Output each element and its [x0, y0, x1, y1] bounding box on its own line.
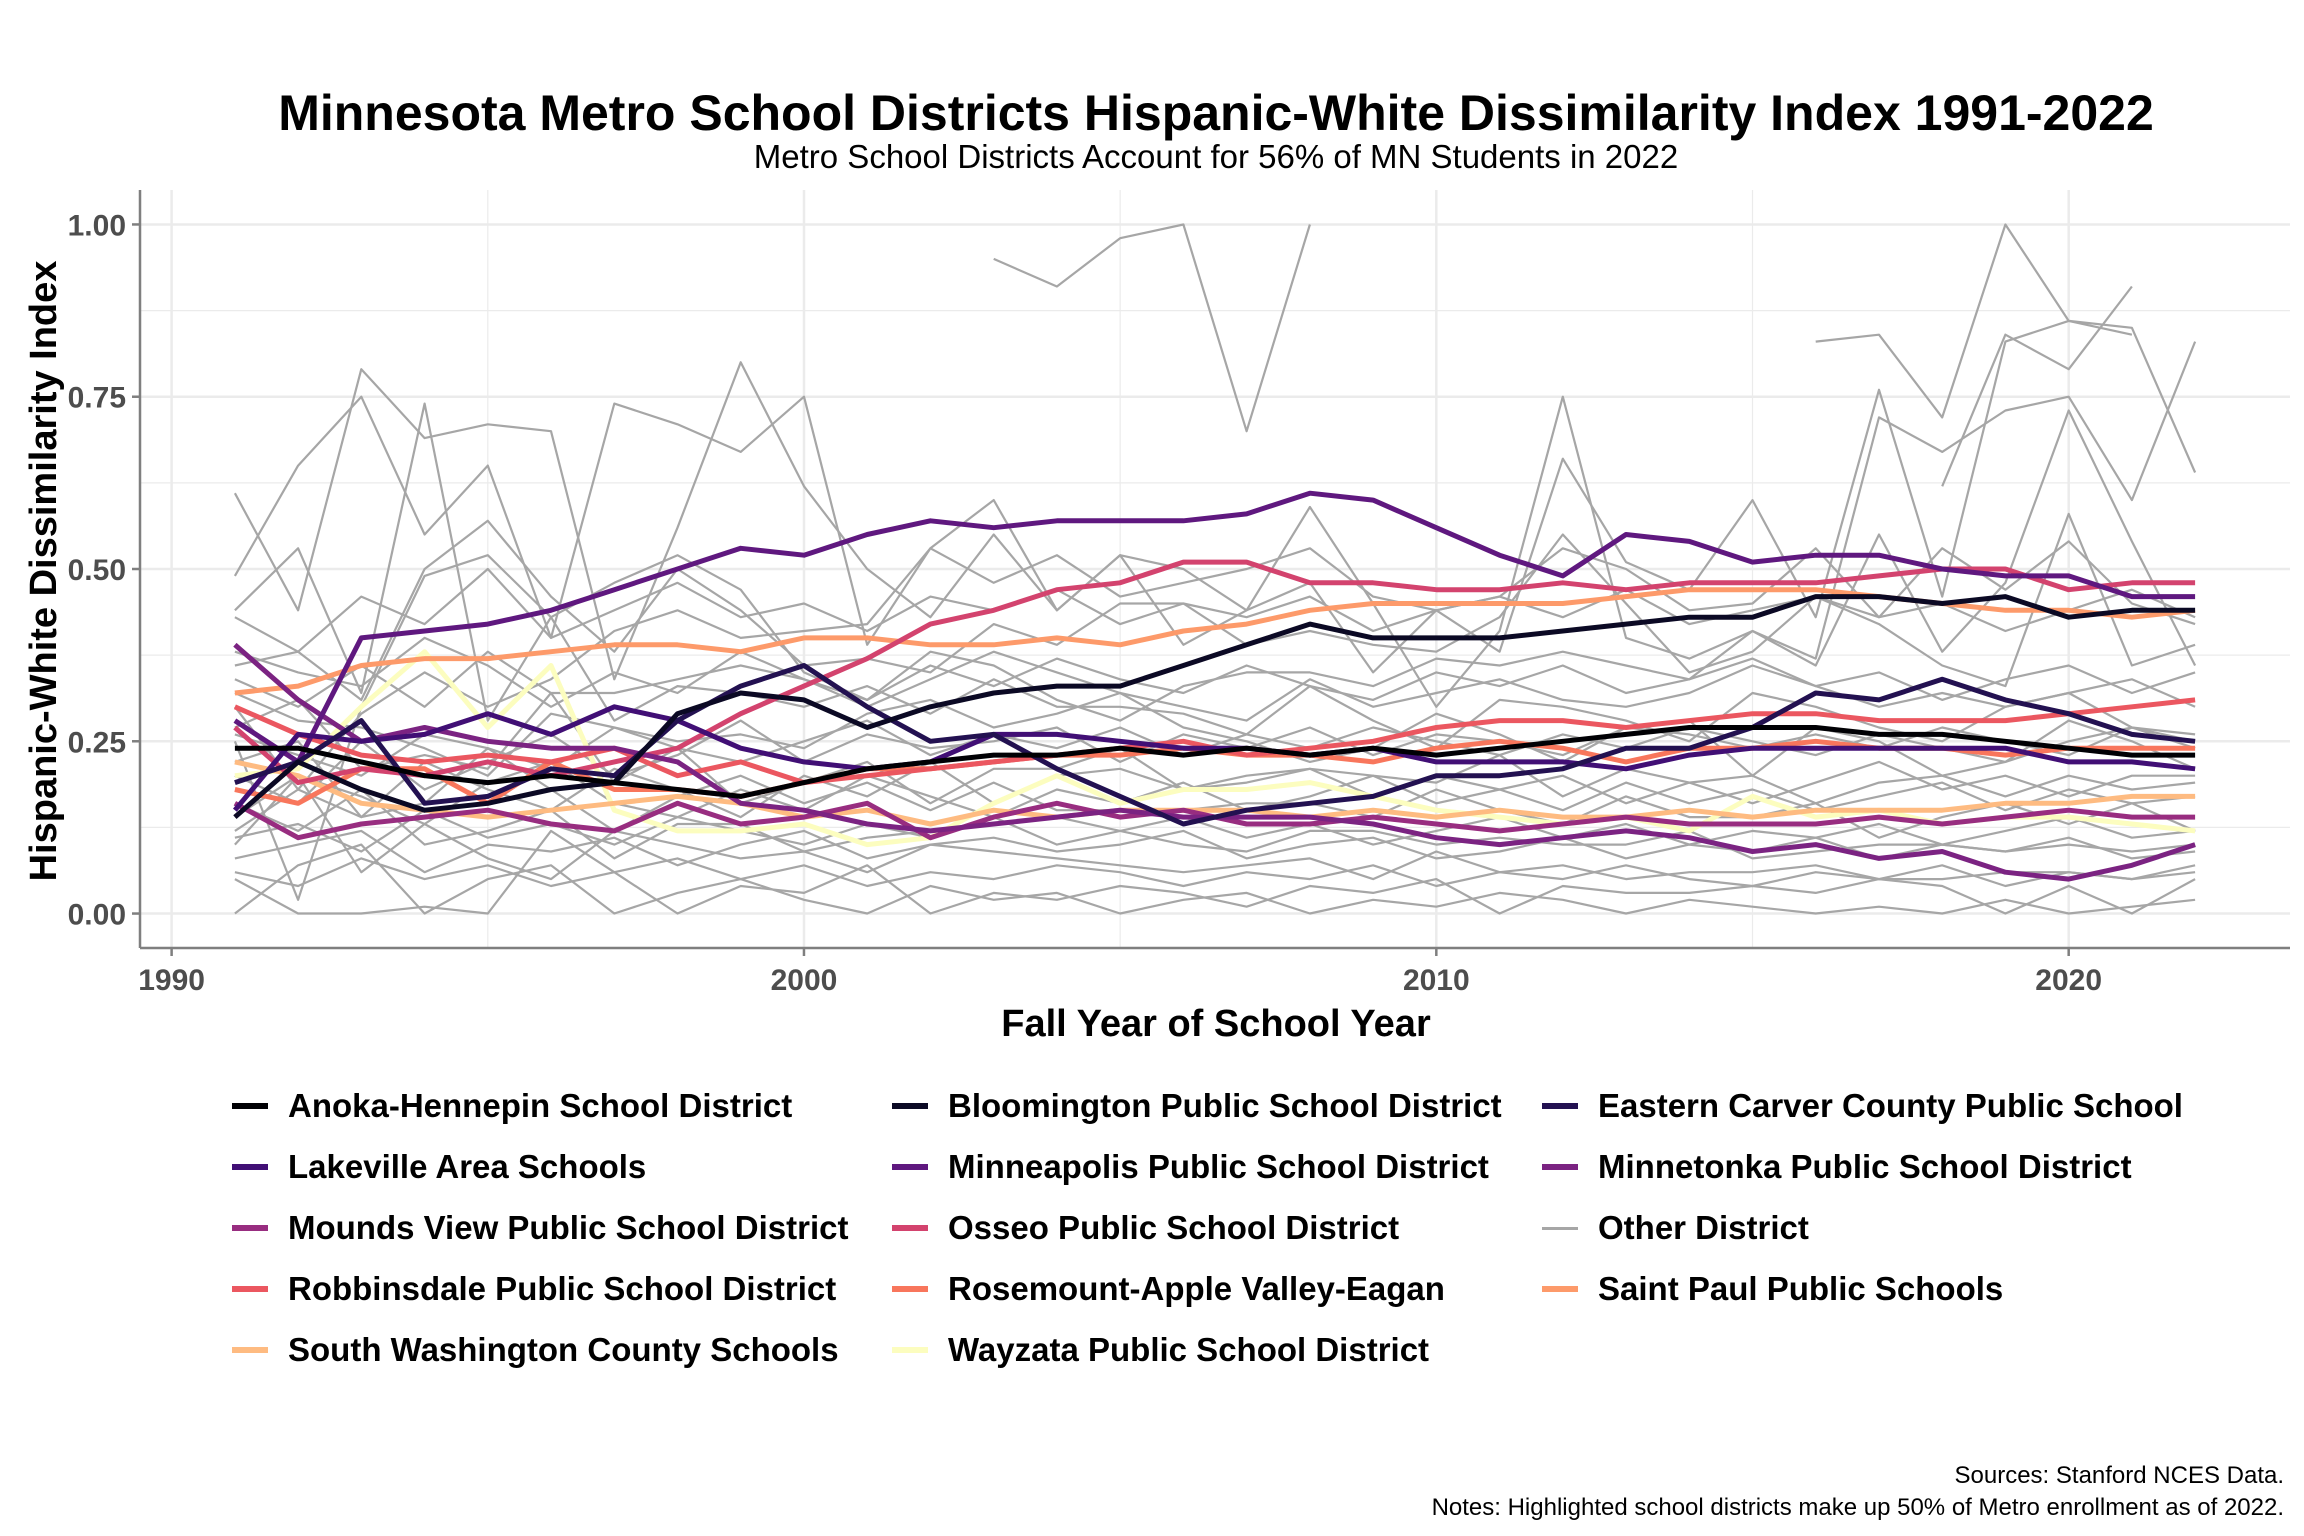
legend-item: Bloomington Public School District	[892, 1086, 1502, 1126]
other-district-line	[234, 829, 2196, 874]
legend-label: Saint Paul Public Schools	[1598, 1270, 2004, 1307]
series-line-bloomington-public-school-district	[233, 594, 2196, 819]
legend-label: Wayzata Public School District	[948, 1331, 1430, 1368]
y-tick-label: 0.00	[68, 899, 126, 932]
series-line-eastern-carver-county-public-school	[234, 663, 2196, 827]
legend-item: Saint Paul Public Schools	[1542, 1269, 2003, 1309]
other-district-line	[993, 223, 1311, 433]
legend-swatch	[892, 1164, 928, 1170]
legend-item: Minneapolis Public School District	[892, 1147, 1489, 1187]
x-tick-label: 2000	[771, 964, 838, 997]
other-district-line	[233, 341, 2197, 708]
legend-item: Minnetonka Public School District	[1542, 1147, 2132, 1187]
other-district-line	[234, 512, 2196, 701]
legend-item: Rosemount-Apple Valley-Eagan	[892, 1269, 1445, 1309]
legend-swatch	[1542, 1226, 1578, 1230]
legend-label: Rosemount-Apple Valley-Eagan	[948, 1270, 1445, 1307]
series-line-south-washington-county-schools	[234, 759, 2196, 827]
y-tick-label: 0.75	[68, 382, 126, 415]
legend-swatch	[1542, 1164, 1578, 1170]
legend-label: Mounds View Public School District	[288, 1209, 849, 1246]
source-caption: Sources: Stanford NCES Data.	[1954, 1462, 2284, 1489]
legend-item: Anoka-Hennepin School District	[232, 1086, 792, 1126]
legend-item: Eastern Carver County Public School	[1542, 1086, 2183, 1126]
legend-swatch	[1542, 1286, 1578, 1292]
other-district-line	[234, 843, 2196, 915]
legend-item: Wayzata Public School District	[892, 1330, 1429, 1370]
other-district-line	[234, 567, 2196, 653]
other-district-line	[234, 829, 2196, 915]
legend-swatch	[892, 1225, 928, 1231]
legend-item: Osseo Public School District	[892, 1208, 1399, 1248]
legend-item: Other District	[1542, 1208, 1809, 1248]
legend-label: Robbinsdale Public School District	[288, 1270, 837, 1307]
chart-subtitle: Metro School Districts Account for 56% o…	[754, 138, 1678, 175]
other-district-line	[234, 540, 2196, 791]
x-tick-label: 2020	[2035, 964, 2102, 997]
y-axis-title: Hispanic-White Dissimilarity Index	[23, 261, 65, 882]
legend-swatch	[892, 1347, 928, 1353]
legend-label: Anoka-Hennepin School District	[288, 1087, 793, 1124]
legend-item: South Washington County Schools	[232, 1330, 839, 1370]
x-tick-label: 2010	[1403, 964, 1470, 997]
legend-label: Minneapolis Public School District	[948, 1148, 1489, 1185]
legend-item: Robbinsdale Public School District	[232, 1269, 836, 1309]
series-line-anoka-hennepin-school-district	[234, 725, 2196, 799]
y-tick-label: 0.25	[68, 726, 126, 759]
series-layer	[232, 490, 2196, 882]
series-line-minneapolis-public-school-district	[233, 490, 2196, 765]
legend-swatch	[232, 1286, 268, 1292]
legend-swatch	[892, 1103, 928, 1109]
legend-swatch	[1542, 1103, 1578, 1109]
other-district-line	[234, 788, 2196, 860]
other-district-line	[234, 857, 2196, 888]
legend-swatch	[892, 1286, 928, 1292]
other-district-line	[234, 740, 2196, 839]
x-tick-label: 1990	[138, 964, 205, 997]
legend-label: Bloomington Public School District	[948, 1087, 1502, 1124]
legend-label: Other District	[1598, 1209, 1809, 1246]
legend-label: Lakeville Area Schools	[288, 1148, 647, 1185]
axis-layer: 0.00 0.25 0.50 0.75 1.00 1990 2000 2010 2020	[68, 190, 2290, 997]
y-tick-label: 1.00	[68, 209, 126, 242]
y-tick-label: 0.50	[68, 554, 126, 587]
other-district-line	[1941, 285, 2133, 487]
series-line-osseo-public-school-district	[233, 559, 2196, 786]
notes-caption: Notes: Highlighted school districts make…	[1431, 1494, 2284, 1521]
legend-swatch	[232, 1347, 268, 1353]
other-district-line	[234, 760, 2196, 832]
other-district-line	[234, 691, 2196, 805]
legend-item: Lakeville Area Schools	[232, 1147, 646, 1187]
series-line-lakeville-area-schools	[232, 704, 2196, 812]
legend-item: Mounds View Public School District	[232, 1208, 848, 1248]
legend-label: Eastern Carver County Public School	[1598, 1087, 2183, 1124]
legend-swatch	[232, 1164, 268, 1170]
chart-title: Minnesota Metro School Districts Hispani…	[278, 85, 2154, 141]
other-district-line	[234, 774, 2196, 881]
legend-swatch	[232, 1103, 268, 1109]
other-district-line	[1815, 223, 2133, 419]
x-axis-title: Fall Year of School Year	[1001, 1003, 1431, 1045]
legend-label: Minnetonka Public School District	[1598, 1148, 2132, 1185]
legend-label: South Washington County Schools	[288, 1331, 839, 1368]
legend-label: Osseo Public School District	[948, 1209, 1400, 1246]
legend-swatch	[232, 1225, 268, 1231]
other-district-line	[234, 636, 2196, 708]
